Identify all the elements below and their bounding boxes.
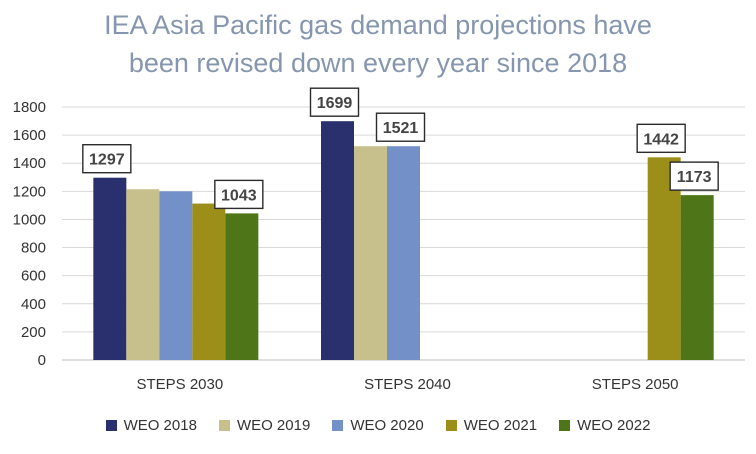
y-tick-label: 1800 xyxy=(13,99,46,116)
legend-swatch xyxy=(559,420,571,431)
legend-swatch xyxy=(332,420,344,431)
legend-label: WEO 2022 xyxy=(577,417,651,434)
legend-item: WEO 2019 xyxy=(218,417,311,434)
data-label-box xyxy=(309,87,360,117)
y-tick-label: 400 xyxy=(21,296,46,313)
y-tick-label: 1200 xyxy=(13,183,46,200)
bar-weo-2022 xyxy=(225,213,259,360)
bar-chart: 0 200 400 600 800 1000 1200 1400 1600 1800 STEPS 2… xyxy=(13,87,745,393)
data-label-box xyxy=(82,143,132,174)
legend-label: WEO 2020 xyxy=(350,417,424,434)
legend-item: WEO 2020 xyxy=(332,417,424,434)
y-tick-label: 1600 xyxy=(13,127,46,144)
data-label-box xyxy=(636,123,686,154)
bar-weo-2019 xyxy=(126,189,160,360)
legend-item: WEO 2021 xyxy=(445,417,538,434)
legend-swatch xyxy=(445,420,457,431)
y-tick-label: 0 xyxy=(38,352,46,369)
data-label: 1521 xyxy=(383,120,419,137)
bar-weo-2018 xyxy=(321,121,354,361)
data-label: 1442 xyxy=(643,131,679,148)
data-label-box xyxy=(375,112,426,142)
bar-weo-2020 xyxy=(159,191,193,360)
data-label: 1173 xyxy=(677,169,712,186)
y-tick-label: 600 xyxy=(21,268,46,285)
chart-title-line2: been revised down every year since 2018 xyxy=(128,48,628,78)
y-tick-label: 1000 xyxy=(13,211,46,228)
data-label-box xyxy=(669,161,719,191)
legend-label: WEO 2019 xyxy=(236,417,311,434)
bar-weo-2018 xyxy=(93,177,127,360)
y-tick-label: 800 xyxy=(21,240,46,257)
legend-item: WEO 2022 xyxy=(559,417,650,434)
x-category-label: STEPS 2040 xyxy=(364,376,451,393)
bar-weo-2020 xyxy=(387,146,420,360)
chart-title: IEA Asia Pacific gas demand projections … xyxy=(0,6,756,82)
bar-weo-2019 xyxy=(354,146,387,360)
y-tick-label: 1400 xyxy=(13,155,46,172)
legend-swatch xyxy=(105,420,117,431)
data-label: 1043 xyxy=(221,187,257,204)
legend-label: WEO 2021 xyxy=(463,417,538,434)
y-tick-label: 200 xyxy=(21,324,46,341)
bar-weo-2021 xyxy=(647,157,681,360)
legend-item: WEO 2018 xyxy=(105,417,197,434)
data-label-box xyxy=(214,179,264,210)
data-label: 1297 xyxy=(89,152,125,169)
x-category-label: STEPS 2050 xyxy=(592,376,679,393)
bar-weo-2022 xyxy=(680,195,714,360)
x-category-label: STEPS 2030 xyxy=(136,376,223,393)
legend-swatch xyxy=(218,420,230,431)
chart-title-line1: IEA Asia Pacific gas demand projections … xyxy=(104,10,652,40)
legend-label: WEO 2018 xyxy=(123,417,197,434)
data-label: 1699 xyxy=(317,95,353,112)
bar-weo-2021 xyxy=(192,203,226,360)
chart-legend: WEO 2018 WEO 2019 WEO 2020 WEO 2021 WEO 2022 xyxy=(0,417,756,434)
